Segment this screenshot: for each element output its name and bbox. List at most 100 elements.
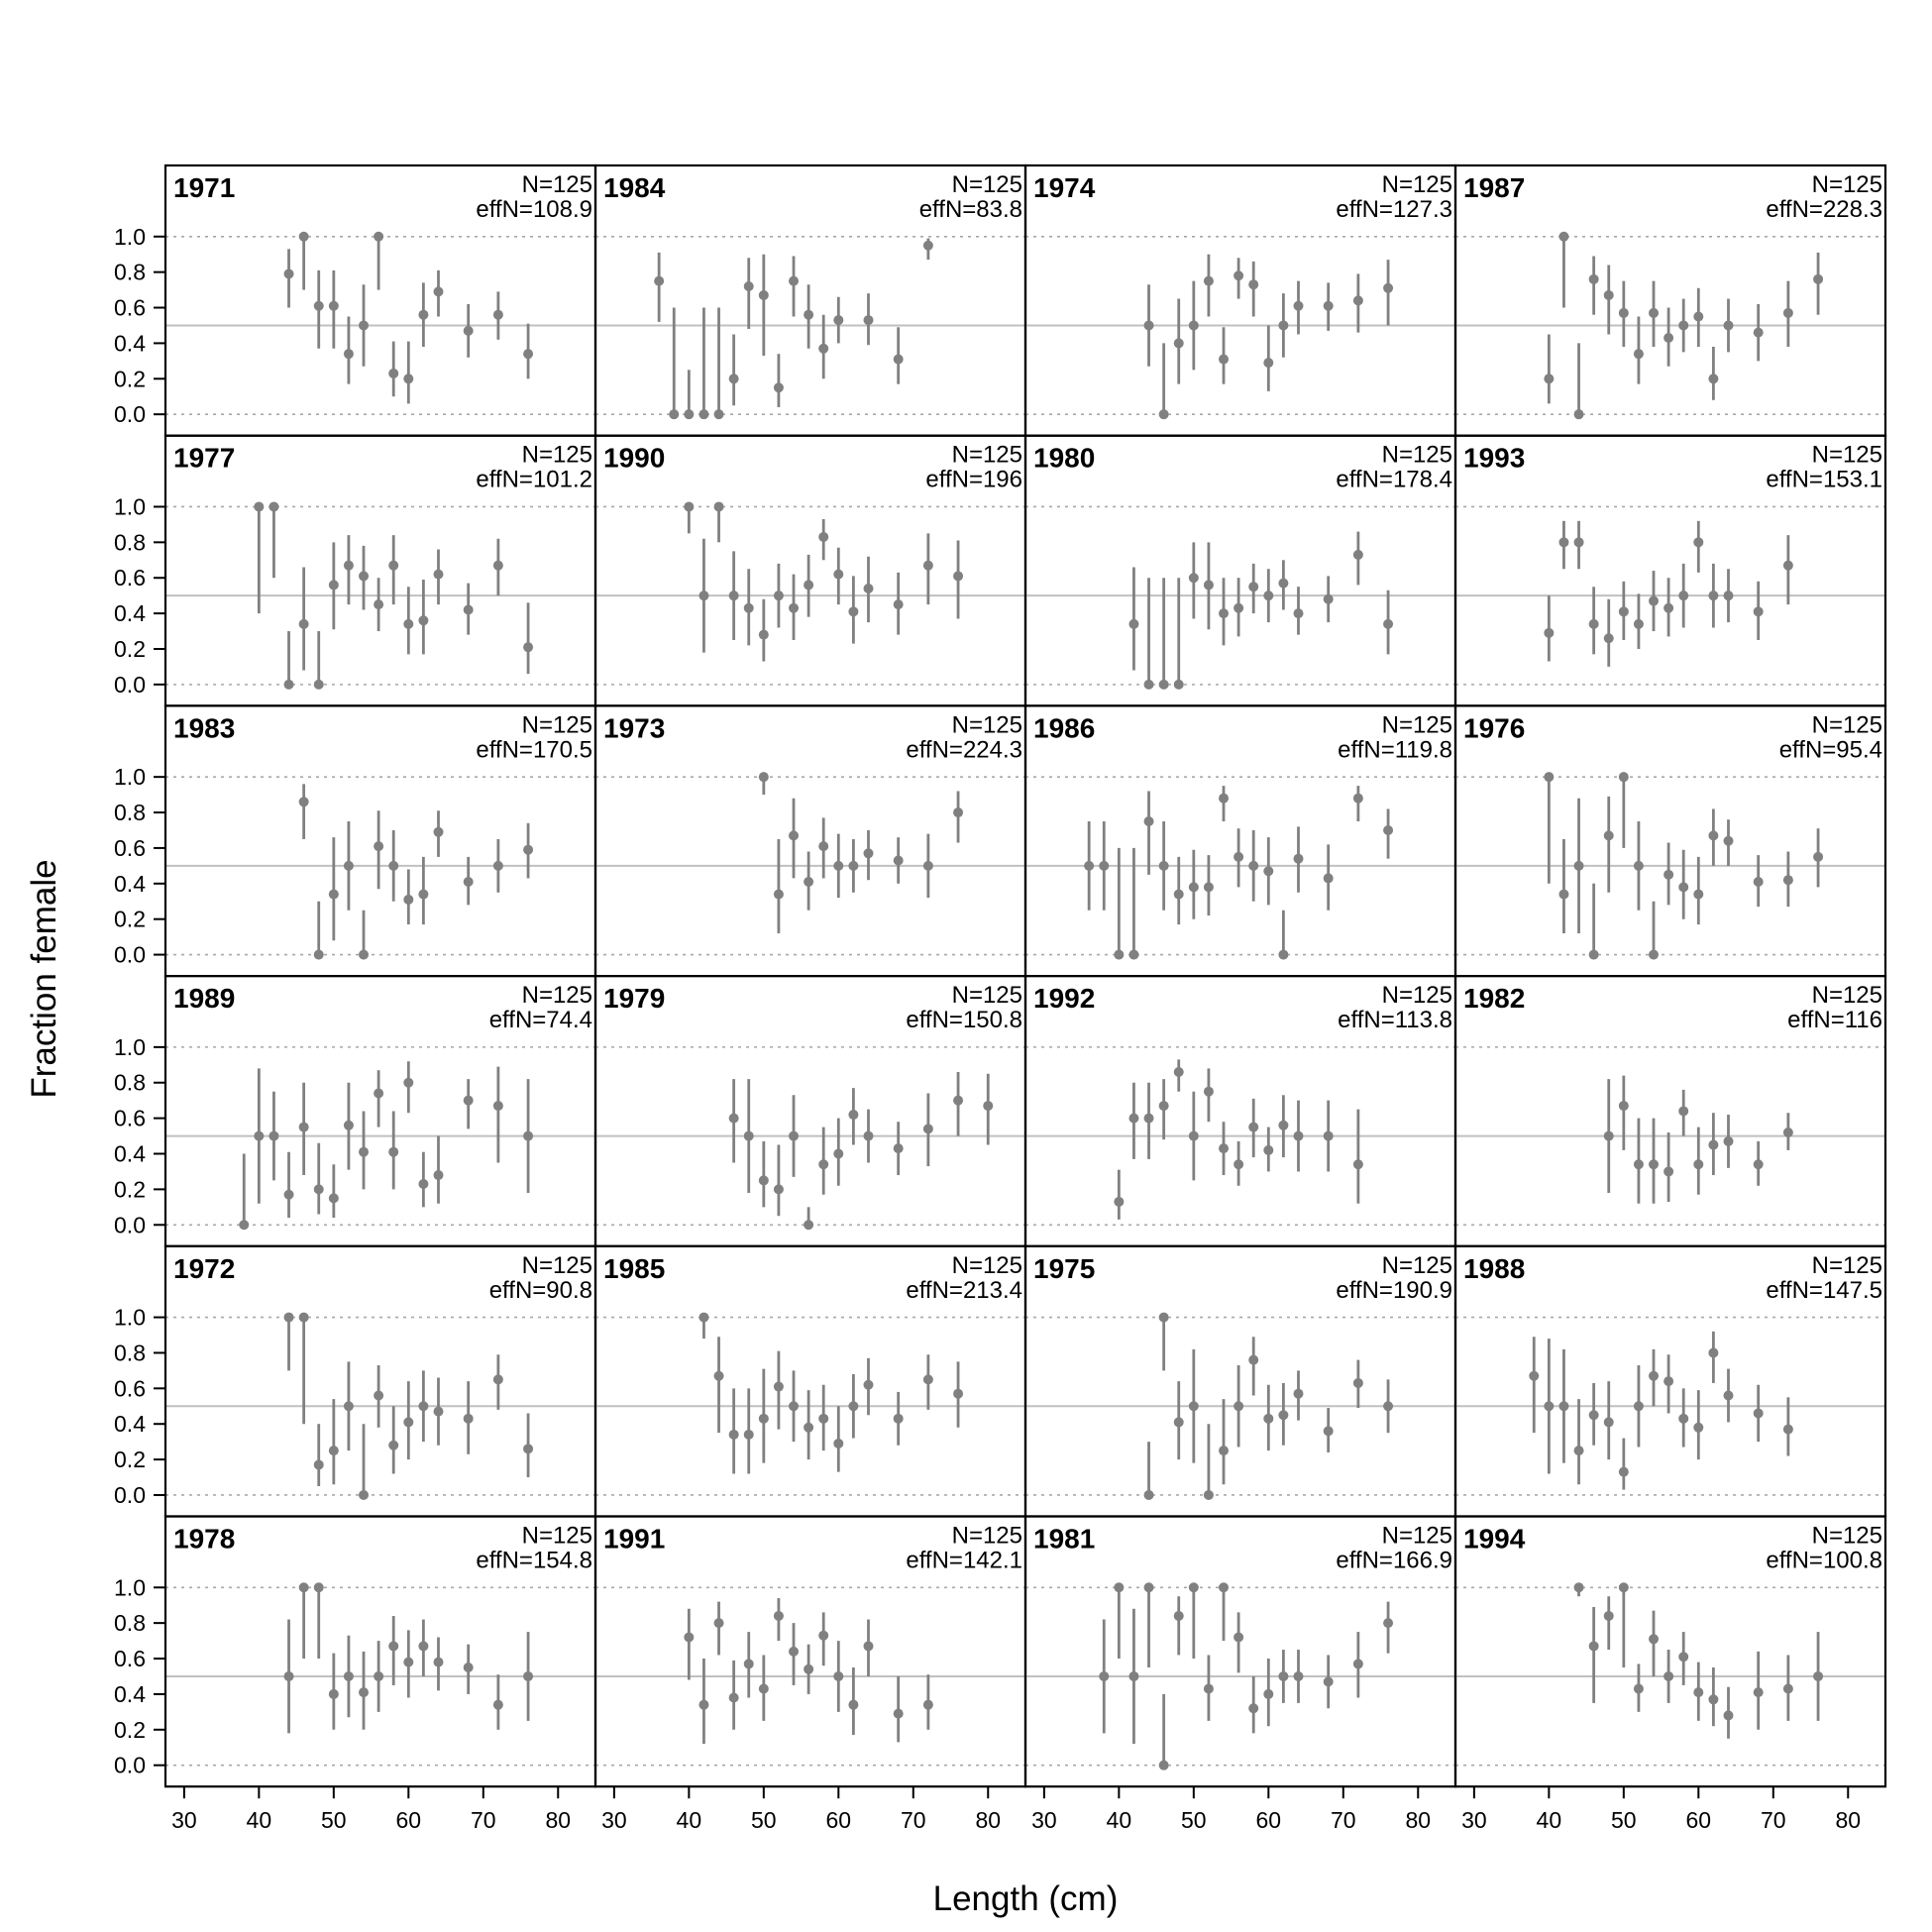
data-point bbox=[1664, 870, 1673, 880]
data-point bbox=[1219, 794, 1229, 804]
data-point bbox=[268, 1131, 278, 1141]
data-point bbox=[1234, 852, 1243, 862]
data-point bbox=[464, 605, 474, 615]
data-point bbox=[1678, 1414, 1688, 1424]
panel-year-label: 1976 bbox=[1463, 712, 1525, 743]
data-point bbox=[923, 1374, 933, 1384]
data-point bbox=[1544, 1401, 1554, 1411]
data-point bbox=[299, 1313, 309, 1323]
data-point bbox=[1693, 311, 1703, 321]
data-point bbox=[1678, 1652, 1688, 1662]
data-point bbox=[774, 1611, 784, 1621]
y-tick-label: 0.0 bbox=[114, 1753, 146, 1778]
data-point bbox=[818, 1414, 828, 1424]
data-point bbox=[1293, 1671, 1303, 1681]
data-point bbox=[329, 301, 339, 311]
data-point bbox=[284, 680, 294, 690]
data-point bbox=[1649, 1634, 1659, 1644]
data-point bbox=[669, 409, 679, 419]
panel-year-label: 1973 bbox=[603, 712, 665, 743]
data-point bbox=[1263, 1414, 1273, 1424]
data-point bbox=[329, 1193, 339, 1203]
panel-effn-label: effN=74.4 bbox=[489, 1007, 592, 1033]
x-tick-label: 70 bbox=[1331, 1807, 1356, 1833]
data-point bbox=[1723, 590, 1733, 600]
data-point bbox=[1619, 308, 1629, 318]
data-point bbox=[523, 1671, 533, 1681]
data-point bbox=[1813, 1671, 1823, 1681]
data-point bbox=[833, 1439, 843, 1449]
data-point bbox=[1649, 1159, 1659, 1169]
data-point bbox=[729, 590, 739, 600]
x-tick-label: 30 bbox=[601, 1807, 627, 1833]
data-point bbox=[1293, 1131, 1303, 1141]
data-point bbox=[1159, 861, 1169, 871]
y-tick-label: 0.8 bbox=[114, 1340, 146, 1365]
panel-year-label: 1972 bbox=[173, 1253, 235, 1284]
data-point bbox=[789, 1401, 799, 1411]
panel-effn-label: effN=83.8 bbox=[919, 196, 1022, 223]
data-point bbox=[314, 1184, 324, 1194]
data-point bbox=[1234, 603, 1243, 613]
data-point bbox=[388, 1641, 398, 1651]
data-point bbox=[1619, 1582, 1629, 1592]
data-point bbox=[789, 1131, 799, 1141]
data-point bbox=[1589, 1410, 1599, 1420]
data-point bbox=[1813, 852, 1823, 862]
data-point bbox=[1678, 1106, 1688, 1116]
data-point bbox=[1619, 1467, 1629, 1477]
data-point bbox=[1664, 1376, 1673, 1386]
data-point bbox=[759, 1414, 769, 1424]
panel-n-label: N=125 bbox=[1812, 1252, 1882, 1279]
data-point bbox=[388, 1147, 398, 1157]
data-point bbox=[1649, 1371, 1659, 1381]
data-point bbox=[344, 561, 354, 571]
data-point bbox=[1263, 866, 1273, 876]
data-point bbox=[1324, 1131, 1334, 1141]
panel-effn-label: effN=190.9 bbox=[1336, 1277, 1452, 1304]
data-point bbox=[1574, 409, 1584, 419]
data-point bbox=[833, 1671, 843, 1681]
data-point bbox=[1783, 1425, 1793, 1435]
data-point bbox=[1558, 1401, 1568, 1411]
data-point bbox=[863, 584, 873, 593]
data-point bbox=[774, 590, 784, 600]
panel-effn-label: effN=196 bbox=[925, 467, 1022, 493]
data-point bbox=[1159, 1101, 1169, 1111]
data-point bbox=[1128, 1114, 1138, 1124]
data-point bbox=[818, 1631, 828, 1641]
data-point bbox=[1558, 890, 1568, 900]
data-point bbox=[388, 1441, 398, 1450]
data-point bbox=[1723, 1136, 1733, 1146]
data-point bbox=[818, 1159, 828, 1169]
data-point bbox=[403, 1417, 413, 1427]
data-point bbox=[403, 1658, 413, 1667]
data-point bbox=[744, 1430, 754, 1440]
panel-effn-label: effN=150.8 bbox=[906, 1007, 1022, 1033]
data-point bbox=[714, 409, 724, 419]
data-point bbox=[1634, 1401, 1644, 1411]
data-point bbox=[1634, 1159, 1644, 1169]
data-point bbox=[789, 276, 799, 286]
y-tick-label: 0.0 bbox=[114, 942, 146, 968]
panel-year-label: 1991 bbox=[603, 1524, 665, 1555]
panel-n-label: N=125 bbox=[522, 711, 592, 738]
data-point bbox=[359, 950, 369, 960]
data-point bbox=[1263, 1689, 1273, 1699]
data-point bbox=[848, 1110, 858, 1120]
data-point bbox=[403, 619, 413, 629]
data-point bbox=[359, 571, 369, 581]
data-point bbox=[848, 1700, 858, 1710]
data-point bbox=[1649, 596, 1659, 606]
data-point bbox=[1324, 301, 1334, 311]
data-point bbox=[923, 1700, 933, 1710]
data-point bbox=[1589, 1641, 1599, 1651]
panel-effn-label: effN=153.1 bbox=[1766, 467, 1882, 493]
data-point bbox=[1324, 1676, 1334, 1686]
data-point bbox=[804, 1423, 813, 1433]
data-point bbox=[1383, 283, 1393, 293]
data-point bbox=[1678, 882, 1688, 892]
data-point bbox=[1204, 1684, 1214, 1694]
data-point bbox=[1293, 854, 1303, 864]
